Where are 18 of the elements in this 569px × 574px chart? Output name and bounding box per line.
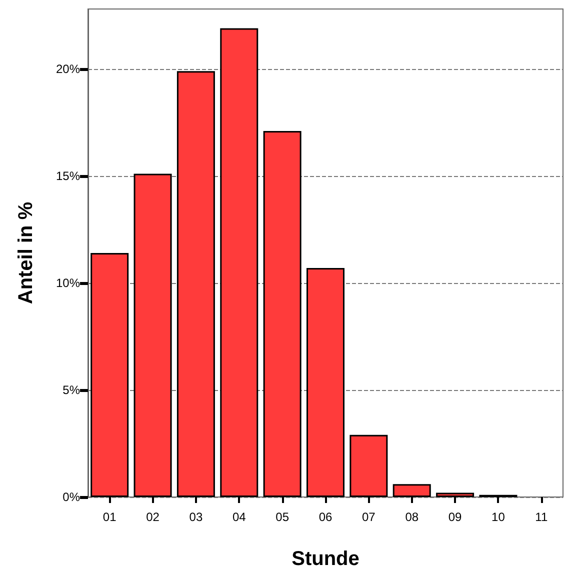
- x-tick-label: 09: [448, 510, 462, 524]
- y-tick-label: 5%: [62, 382, 80, 397]
- y-tick-label: 10%: [56, 276, 80, 290]
- x-tick-label: 07: [362, 510, 376, 524]
- x-tick-label: 06: [318, 510, 332, 524]
- x-tick-label: 10: [492, 510, 506, 524]
- x-axis-title: Stunde: [292, 548, 360, 570]
- x-tick-label: 04: [232, 510, 246, 524]
- x-tick-label: 03: [189, 510, 203, 524]
- x-tick-label: 01: [102, 510, 117, 524]
- y-tick-label: 15%: [56, 168, 80, 183]
- x-tick-label: 02: [146, 510, 160, 524]
- y-tick-label: 20%: [56, 62, 80, 76]
- x-tick-label: 11: [535, 510, 548, 524]
- y-axis-title: Anteil in %: [15, 202, 37, 304]
- y-tick-label: 0%: [62, 490, 80, 504]
- x-tick-label: 08: [405, 510, 419, 524]
- x-tick-label: 05: [276, 510, 290, 524]
